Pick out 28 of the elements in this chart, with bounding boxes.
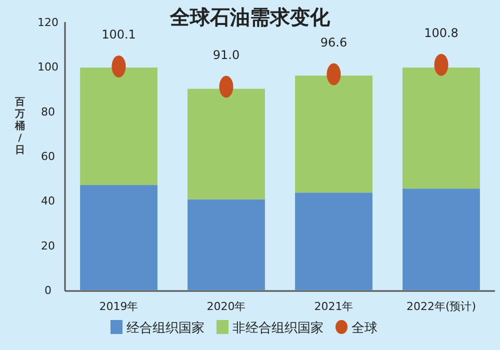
x-tick-label: 2019年: [99, 300, 138, 313]
legend-label: 经合组织国家: [126, 320, 204, 336]
x-tick-label: 2020年: [206, 300, 246, 313]
data-label: 100.1: [102, 27, 136, 42]
y-tick-label: 100: [38, 60, 58, 74]
data-label: 100.8: [424, 26, 458, 40]
y-tick-label: 40: [41, 194, 55, 208]
bar: [295, 76, 372, 193]
y-tick-label: 120: [38, 16, 58, 29]
bar: [188, 199, 265, 290]
bar: [402, 188, 480, 290]
legend-label: 非经合组织国家: [232, 320, 324, 336]
y-tick-label: 80: [41, 105, 55, 118]
bar: [188, 88, 265, 200]
data-label: 91.0: [212, 48, 240, 62]
bar: [80, 68, 158, 186]
bar: [295, 192, 372, 290]
y-tick-label: 60: [41, 150, 55, 163]
y-tick-label: 20: [41, 239, 55, 252]
y-axis-title: 百万桶/日: [14, 97, 25, 156]
chart-title: 全球石油需求变化: [169, 5, 331, 29]
data-label: 96.6: [320, 35, 348, 50]
x-tick-label: 2021年: [314, 300, 354, 313]
x-tick-label: 2022年(预计): [406, 300, 476, 313]
legend-label: 全球: [352, 321, 378, 336]
bar: [402, 68, 480, 189]
bar: [80, 185, 158, 290]
y-tick-label: 0: [44, 284, 52, 297]
